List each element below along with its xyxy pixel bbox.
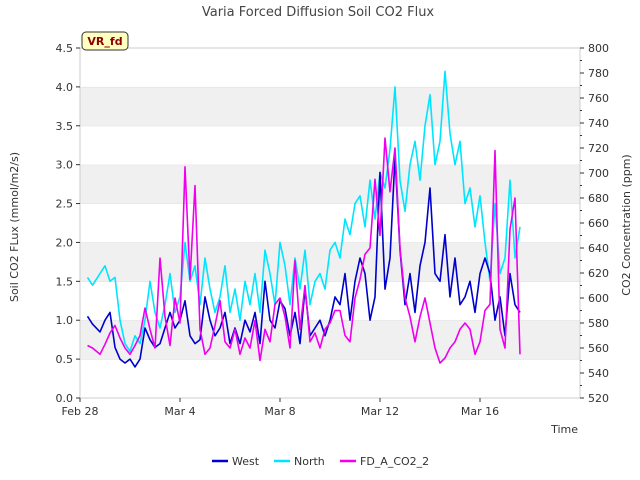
badge-box [81, 31, 129, 51]
x-tick-label: Mar 8 [264, 405, 295, 418]
grid-band [80, 86, 580, 126]
y2-tick-label: 600 [588, 292, 609, 305]
y2-tick-label: 620 [588, 267, 609, 280]
grid-band [80, 359, 580, 398]
x-tick-label: Feb 28 [62, 405, 99, 418]
x-tick-label: Mar 12 [361, 405, 399, 418]
y-tick-label: 2.5 [56, 198, 74, 211]
y-axis-title: Soil CO2 FLux (mmol/m2/s) [8, 152, 21, 302]
grid-band [80, 48, 580, 87]
grid-band [80, 125, 580, 165]
legend-label: West [232, 455, 260, 468]
grid-band [80, 164, 580, 204]
y2-tick-label: 720 [588, 142, 609, 155]
y2-tick-label: 540 [588, 367, 609, 380]
chart-title: Varia Forced Diffusion Soil CO2 Flux [202, 5, 435, 20]
grid-band [80, 203, 580, 243]
y2-tick-label: 760 [588, 92, 609, 105]
legend: West North FD_A_CO2_2 [212, 455, 429, 468]
y2-tick-label: 520 [588, 392, 609, 405]
series-line-north [86, 70, 521, 353]
x-tick-label: Mar 16 [461, 405, 499, 418]
y-tick-label: 0.5 [56, 353, 74, 366]
y2-tick-label: 560 [588, 342, 609, 355]
y-tick-label: 0.0 [56, 392, 74, 405]
x-axis: Feb 28 Mar 4 Mar 8 Mar 12 Mar 16 [62, 398, 499, 418]
y2-tick-label: 740 [588, 117, 609, 130]
x-tick-label: Mar 4 [164, 405, 195, 418]
y-tick-label: 4.0 [56, 81, 74, 94]
y2-tick-label: 680 [588, 192, 609, 205]
badge: VR_fd [81, 31, 129, 51]
series-lines [86, 70, 521, 368]
y-tick-label: 3.5 [56, 120, 74, 133]
legend-label: North [294, 455, 325, 468]
y-tick-label: 1.0 [56, 314, 74, 327]
y2-tick-label: 800 [588, 42, 609, 55]
y2-tick-label: 780 [588, 67, 609, 80]
y2-tick-label: 580 [588, 317, 609, 330]
series-line-fd-a-co2-2 [87, 137, 521, 364]
legend-label: FD_A_CO2_2 [360, 455, 429, 468]
y-tick-label: 3.0 [56, 159, 74, 172]
y-axis-right: 520 540 560 580 600 620 640 660 680 700 720 740 760 7… [580, 42, 609, 405]
y2-tick-label: 640 [588, 242, 609, 255]
y2-axis-title: CO2 Concentration (ppm) [620, 154, 633, 295]
y-axis-left: 0.0 0.5 1.0 1.5 2.0 2.5 3.0 3.5 4.0 4.5 [56, 42, 80, 405]
y2-tick-label: 700 [588, 167, 609, 180]
grid-band [80, 320, 580, 360]
y-tick-label: 4.5 [56, 42, 74, 55]
y-tick-label: 1.5 [56, 275, 74, 288]
x-axis-title: Time [550, 423, 578, 436]
badge-label: VR_fd [87, 35, 122, 48]
y2-tick-label: 660 [588, 217, 609, 230]
y-tick-label: 2.0 [56, 236, 74, 249]
